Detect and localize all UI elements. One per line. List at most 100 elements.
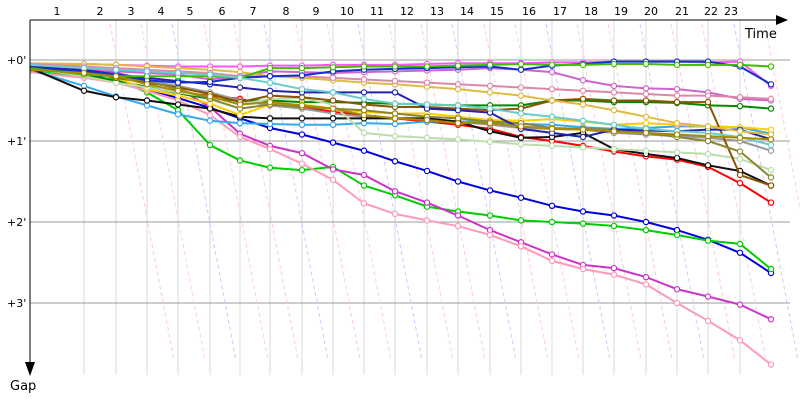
data-point: [298, 102, 306, 109]
data-point: [704, 237, 712, 244]
data-point: [423, 199, 431, 206]
data-point: [486, 61, 494, 69]
data-point: [642, 129, 650, 137]
data-point: [673, 85, 681, 93]
data-point: [517, 217, 525, 224]
x-tick-label: 11: [370, 5, 384, 18]
data-point: [704, 123, 712, 130]
data-point: [454, 212, 462, 219]
axes: Time Gap: [10, 15, 788, 394]
data-point: [329, 64, 337, 71]
data-point: [360, 182, 368, 189]
data-point: [767, 95, 775, 103]
data-point: [391, 63, 399, 70]
data-point: [673, 98, 681, 106]
data-point: [642, 226, 650, 234]
data-point: [174, 111, 182, 118]
data-point: [174, 79, 182, 86]
x-axis-title: Time: [744, 27, 777, 42]
data-point: [736, 128, 744, 135]
series-line: [29, 68, 772, 135]
x-tick-label: 5: [187, 5, 194, 18]
data-point: [517, 134, 525, 141]
data-point: [298, 64, 306, 72]
data-point: [391, 100, 399, 107]
data-point: [579, 117, 587, 124]
data-point: [266, 115, 274, 122]
pit-line: [733, 23, 799, 361]
data-point: [206, 141, 214, 149]
data-point: [236, 63, 244, 70]
pit-line: [639, 23, 705, 361]
data-point: [673, 92, 681, 99]
series-line: [29, 63, 772, 147]
data-point: [236, 133, 244, 141]
data-point: [236, 101, 244, 108]
pit-line: [764, 23, 800, 211]
data-point: [360, 89, 368, 96]
pit-line: [451, 23, 517, 361]
data-point: [143, 97, 151, 104]
data-point: [266, 164, 274, 171]
data-point: [206, 71, 214, 78]
data-point: [736, 171, 744, 179]
data-point: [423, 79, 431, 86]
data-point: [266, 98, 274, 106]
pit-line: [420, 23, 486, 361]
data-point: [517, 66, 525, 73]
data-point: [486, 212, 494, 219]
pit-line: [670, 23, 736, 361]
data-point: [579, 95, 587, 103]
data-point: [174, 69, 182, 77]
data-point: [548, 125, 556, 133]
data-point: [767, 174, 775, 181]
data-point: [112, 66, 120, 73]
pit-line: [263, 23, 329, 361]
data-point: [454, 81, 462, 88]
data-point: [266, 87, 274, 94]
pit-line: [171, 23, 237, 361]
series-20: [29, 60, 775, 82]
data-point: [454, 136, 462, 143]
y-tick-label: +3': [7, 297, 26, 310]
data-point: [673, 286, 681, 293]
data-point: [391, 158, 399, 165]
data-point: [360, 111, 368, 119]
pit-line: [203, 23, 269, 361]
data-point: [579, 77, 587, 84]
data-point: [486, 128, 494, 135]
data-point: [236, 111, 244, 119]
data-point: [423, 63, 431, 70]
x-tick-label: 12: [400, 5, 414, 18]
data-point: [673, 61, 681, 69]
x-tick-label: 10: [340, 5, 354, 18]
x-tick-label: 18: [584, 5, 598, 18]
x-tick-label: 2: [97, 5, 104, 18]
series-11: [29, 63, 775, 133]
data-point: [206, 117, 214, 124]
data-point: [767, 265, 775, 273]
series-line: [29, 63, 772, 100]
data-point: [517, 84, 525, 91]
data-point: [767, 81, 775, 88]
data-point: [673, 119, 681, 127]
x-tick-label: 1: [54, 5, 61, 18]
data-point: [391, 132, 399, 140]
data-point: [360, 63, 368, 70]
pit-line: [357, 23, 423, 361]
data-point: [704, 61, 712, 69]
series-line: [29, 67, 772, 274]
pit-line: [607, 23, 673, 361]
data-point: [329, 166, 337, 173]
data-point: [579, 126, 587, 133]
data-point: [298, 131, 306, 138]
data-point: [767, 182, 775, 189]
data-point: [266, 64, 274, 72]
data-point: [143, 68, 151, 75]
data-point: [329, 139, 337, 146]
series-1: [29, 71, 775, 206]
data-point: [360, 76, 368, 83]
data-point: [174, 87, 182, 94]
data-point: [610, 222, 618, 230]
